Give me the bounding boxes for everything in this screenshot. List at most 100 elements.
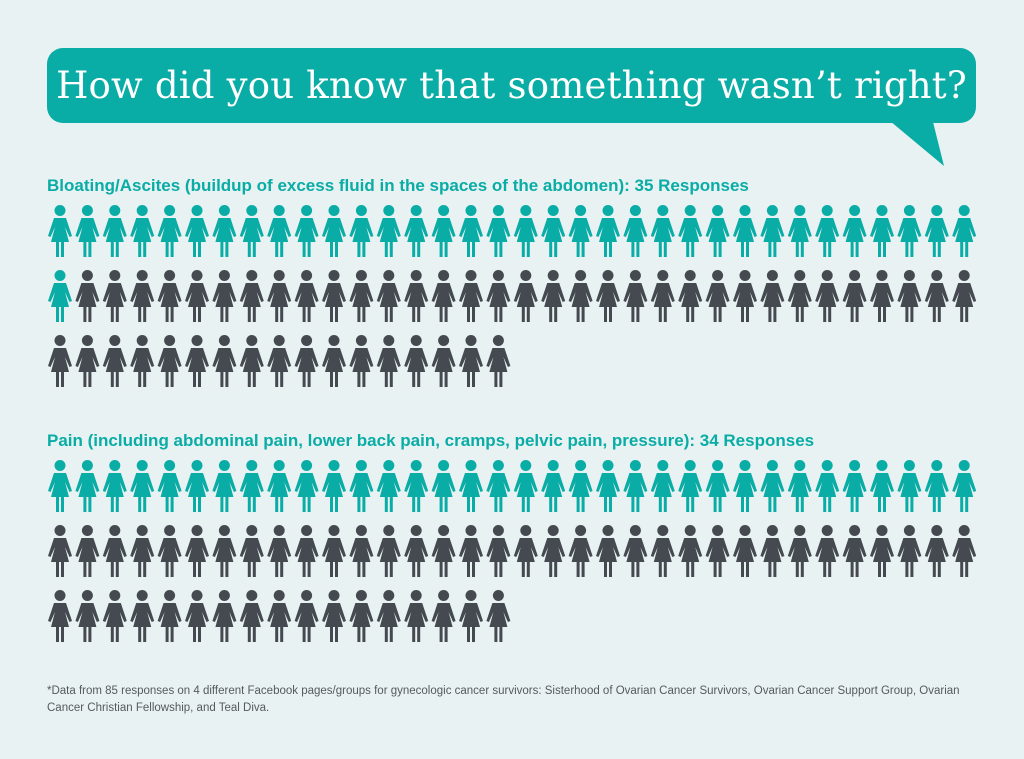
person-female-icon xyxy=(733,270,757,322)
person-female-icon xyxy=(102,525,127,577)
person-female-icon xyxy=(212,590,237,642)
pain-pictogram xyxy=(48,460,977,642)
person-female-icon xyxy=(322,460,346,512)
person-female-icon xyxy=(349,335,374,387)
person-female-icon xyxy=(541,525,566,577)
person-female-icon xyxy=(130,205,155,257)
person-female-icon xyxy=(349,205,374,257)
person-female-icon xyxy=(760,205,785,257)
person-female-icon xyxy=(459,590,483,642)
person-female-icon xyxy=(48,525,72,577)
person-female-icon xyxy=(102,590,127,642)
person-female-icon xyxy=(596,270,620,322)
person-female-icon xyxy=(513,525,538,577)
person-female-icon xyxy=(130,270,155,322)
person-female-icon xyxy=(239,270,264,322)
person-female-icon xyxy=(404,460,429,512)
person-female-icon xyxy=(924,270,949,322)
person-female-icon xyxy=(897,205,922,257)
person-female-icon xyxy=(541,460,566,512)
page-title: How did you know that something wasn’t r… xyxy=(56,64,967,107)
person-female-icon xyxy=(459,205,483,257)
person-female-icon xyxy=(623,460,648,512)
person-female-icon xyxy=(733,460,757,512)
person-female-icon xyxy=(239,590,264,642)
person-female-icon xyxy=(48,590,72,642)
person-female-icon xyxy=(294,460,319,512)
person-female-icon xyxy=(815,270,840,322)
person-female-icon xyxy=(102,335,127,387)
person-female-icon xyxy=(870,460,894,512)
person-female-icon xyxy=(842,460,867,512)
person-female-icon xyxy=(842,525,867,577)
person-female-icon xyxy=(678,460,703,512)
person-female-icon xyxy=(623,270,648,322)
person-female-icon xyxy=(541,205,566,257)
person-female-icon xyxy=(185,525,209,577)
person-female-icon xyxy=(623,525,648,577)
person-female-icon xyxy=(678,270,703,322)
person-female-icon xyxy=(376,525,401,577)
person-female-icon xyxy=(513,205,538,257)
person-female-icon xyxy=(596,460,620,512)
person-female-icon xyxy=(705,525,730,577)
person-female-icon xyxy=(459,335,483,387)
person-female-icon xyxy=(431,525,456,577)
person-female-icon xyxy=(212,270,237,322)
person-female-icon xyxy=(513,460,538,512)
person-female-icon xyxy=(787,270,812,322)
person-female-icon xyxy=(349,270,374,322)
person-female-icon xyxy=(130,525,155,577)
person-female-icon xyxy=(459,270,483,322)
person-female-icon xyxy=(75,270,100,322)
person-female-icon xyxy=(952,460,977,512)
person-female-icon xyxy=(787,205,812,257)
person-female-icon xyxy=(486,525,511,577)
person-female-icon xyxy=(130,590,155,642)
bloating-section-label: Bloating/Ascites (buildup of excess flui… xyxy=(47,176,749,195)
person-female-icon xyxy=(596,205,620,257)
person-female-icon xyxy=(842,205,867,257)
person-female-icon xyxy=(376,205,401,257)
person-female-icon xyxy=(404,590,429,642)
person-female-icon xyxy=(130,460,155,512)
person-female-icon xyxy=(787,525,812,577)
person-female-icon xyxy=(486,460,511,512)
person-female-icon xyxy=(294,205,319,257)
person-female-icon xyxy=(486,270,511,322)
person-female-icon xyxy=(212,205,237,257)
person-female-icon xyxy=(212,525,237,577)
person-female-icon xyxy=(486,335,511,387)
person-female-icon xyxy=(870,525,894,577)
person-female-icon xyxy=(267,525,292,577)
person-female-icon xyxy=(650,270,675,322)
person-female-icon xyxy=(431,460,456,512)
person-female-icon xyxy=(157,270,182,322)
person-female-icon xyxy=(596,525,620,577)
person-female-icon xyxy=(513,270,538,322)
person-female-icon xyxy=(952,270,977,322)
person-female-icon xyxy=(322,270,346,322)
person-female-icon xyxy=(294,270,319,322)
person-female-icon xyxy=(294,590,319,642)
person-female-icon xyxy=(650,460,675,512)
person-female-icon xyxy=(267,590,292,642)
person-female-icon xyxy=(431,270,456,322)
person-female-icon xyxy=(212,335,237,387)
person-female-icon xyxy=(815,205,840,257)
person-female-icon xyxy=(842,270,867,322)
person-female-icon xyxy=(349,460,374,512)
person-female-icon xyxy=(185,335,209,387)
person-female-icon xyxy=(404,270,429,322)
person-female-icon xyxy=(130,335,155,387)
person-female-icon xyxy=(486,590,511,642)
person-female-icon xyxy=(102,205,127,257)
person-female-icon xyxy=(952,205,977,257)
person-female-icon xyxy=(349,525,374,577)
person-female-icon xyxy=(459,525,483,577)
person-female-icon xyxy=(75,525,100,577)
person-female-icon xyxy=(815,460,840,512)
person-female-icon xyxy=(322,590,346,642)
person-female-icon xyxy=(239,525,264,577)
person-female-icon xyxy=(404,205,429,257)
